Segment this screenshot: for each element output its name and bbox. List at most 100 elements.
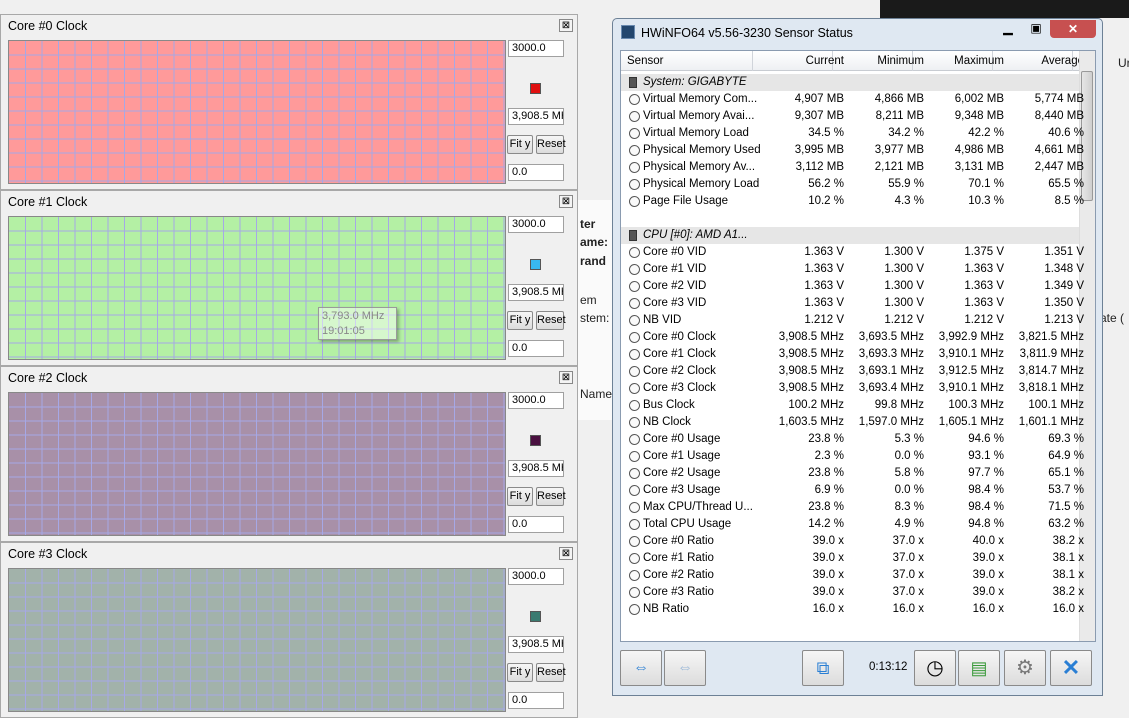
fit-button[interactable]: Fit y [507,487,533,506]
sensor-value: 1,597.0 MHz [858,416,924,428]
group-name: System: GIGABYTE [643,76,747,88]
graph-window: Core #1 Clock ⊠ 3000.0 3,908.5 MH: Fit yRese… [0,190,578,366]
reset-button[interactable]: Reset [536,135,566,154]
sensor-value: 39.0 x [812,552,844,564]
sensor-name: Bus Clock [643,399,695,411]
sensor-value: 1.375 V [964,246,1004,258]
sensor-value: 3,995 MB [794,144,844,156]
background-text: em [580,293,597,307]
sensor-value: 3,908.5 MHz [778,331,844,343]
sensor-value: 3,693.1 MHz [858,365,924,377]
sensor-value: 99.8 MHz [874,399,924,411]
sensor-value: 16.0 x [812,603,844,615]
sensor-name: Core #3 Clock [643,382,716,394]
graph-area [8,568,506,712]
sensor-value: 2,121 MB [874,161,924,173]
sensor-value: 1.213 V [1044,314,1084,326]
graph-area [8,392,506,536]
sensor-value: 3,908.5 MHz [778,348,844,360]
sensor-name: Physical Memory Av... [643,161,756,173]
reset-button[interactable]: Reset [536,311,566,330]
sensor-value: 14.2 % [808,518,844,530]
close-button[interactable]: ⊠ [559,195,573,208]
sensor-icon [629,502,640,513]
maximize-button[interactable]: ▣ [1030,21,1042,35]
window-title: Core #3 Clock [8,547,88,561]
minimize-button[interactable]: ▁ [1003,21,1013,35]
table-header [621,51,1079,71]
reset-button[interactable]: Reset [536,663,566,682]
column-header[interactable]: Minimum [877,55,924,67]
color-indicator[interactable] [530,259,541,270]
network-button[interactable]: ⧉ [802,650,844,686]
sensor-value: 3,910.1 MHz [938,348,1004,360]
reset-button[interactable]: Reset [536,487,566,506]
sensor-name: NB Clock [643,416,691,428]
color-indicator[interactable] [530,611,541,622]
min-value: 0.0 [508,340,564,357]
sensor-icon [629,281,640,292]
sensor-name: Core #1 Clock [643,348,716,360]
sensor-name: Total CPU Usage [643,518,732,530]
max-value: 3000.0 [508,392,564,409]
sensor-name: Core #0 VID [643,246,707,258]
group-icon [629,77,637,88]
close-button[interactable]: ⊠ [559,19,573,32]
max-value: 3000.0 [508,216,564,233]
column-header[interactable]: Current [805,55,844,67]
sensor-value: 3,910.1 MHz [938,382,1004,394]
close-button[interactable]: ✕ [1050,20,1096,38]
sensor-value: 94.8 % [968,518,1004,530]
sensor-value: 4,661 MB [1034,144,1084,156]
scrollbar-thumb[interactable] [1081,71,1093,201]
background-text: Name [580,387,613,401]
tooltip-time: 19:01:05 [322,325,365,337]
exit-button[interactable]: ✕ [1050,650,1092,686]
sensor-name: Physical Memory Load [643,178,760,190]
graph-area [8,40,506,184]
tooltip: 3,793.0 MHz 19:01:05 [318,307,397,340]
sensor-value: 39.0 x [812,569,844,581]
sensor-value: 3,912.5 MHz [938,365,1004,377]
sensor-value: 1.300 V [884,297,924,309]
column-divider [992,51,993,71]
fit-button[interactable]: Fit y [507,663,533,682]
color-indicator[interactable] [530,435,541,446]
sensor-value: 3,992.9 MHz [938,331,1004,343]
column-header[interactable]: Maximum [954,55,1004,67]
settings-button[interactable]: ⚙ [1004,650,1046,686]
background-text: ame: [580,235,609,249]
window-title: Core #2 Clock [8,371,88,385]
sensor-value: 39.0 x [812,586,844,598]
sensor-value: 71.5 % [1048,501,1084,513]
color-indicator[interactable] [530,83,541,94]
sensor-value: 100.2 MHz [788,399,844,411]
close-button[interactable]: ⊠ [559,547,573,560]
sensor-value: 8,211 MB [875,110,924,122]
graph-window: Core #2 Clock ⊠ 3000.0 3,908.5 MH: Fit yRese… [0,366,578,542]
sensor-icon [629,128,640,139]
sensor-name: Virtual Memory Com... [643,93,758,105]
report-button[interactable]: ▤ [958,650,1000,686]
column-header[interactable]: Average [1041,55,1084,67]
sensor-value: 1.212 V [804,314,844,326]
sensor-value: 16.0 x [892,603,924,615]
navigate-button[interactable]: ⇔ [664,650,706,686]
sensor-value: 1.300 V [884,280,924,292]
sensor-value: 2.3 % [814,450,844,462]
clock-button[interactable]: ◷ [914,650,956,686]
sensor-name: Core #0 Clock [643,331,716,343]
sensor-icon [629,94,640,105]
sensor-icon [629,451,640,462]
navigate-button[interactable]: ⇔ [620,650,662,686]
sensor-value: 10.2 % [808,195,844,207]
sensor-name: NB VID [643,314,682,326]
sensor-value: 100.3 MHz [948,399,1004,411]
close-button[interactable]: ⊠ [559,371,573,384]
fit-button[interactable]: Fit y [507,135,533,154]
sensor-value: 4.9 % [894,518,924,530]
column-header[interactable]: Sensor [627,55,664,67]
fit-button[interactable]: Fit y [507,311,533,330]
sensor-icon [629,400,640,411]
sensor-name: Core #3 Ratio [643,586,714,598]
